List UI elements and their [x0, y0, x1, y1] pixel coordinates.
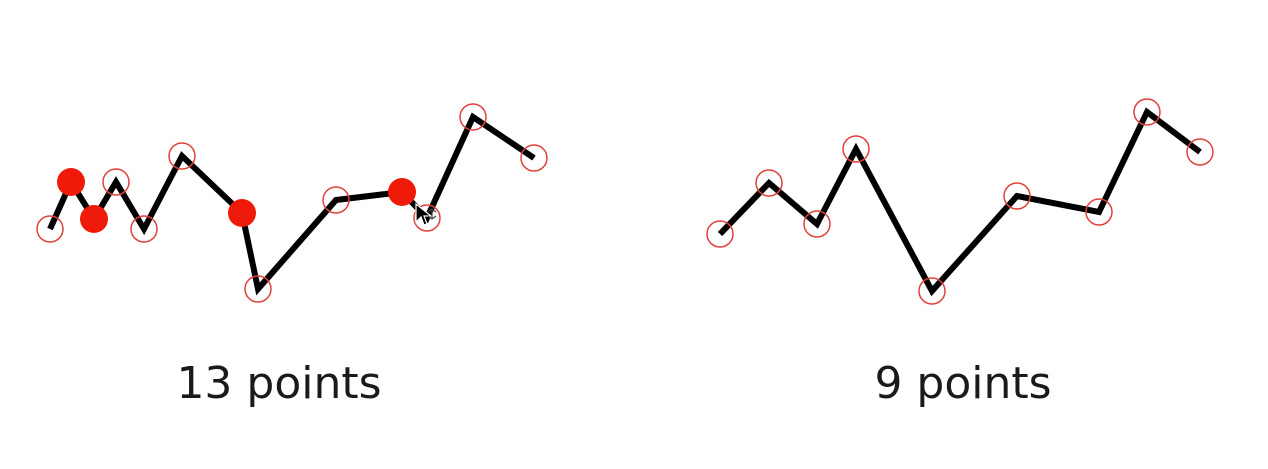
- removed-point: [57, 168, 85, 196]
- polyline-simplified: [717, 107, 1202, 297]
- kept-point: [168, 142, 196, 170]
- kept-point: [842, 135, 870, 163]
- kept-point: [130, 215, 158, 243]
- kept-point: [322, 186, 350, 214]
- move-cursor-icon: [415, 202, 437, 226]
- kept-point: [1133, 98, 1161, 126]
- kept-point: [413, 204, 441, 232]
- removed-point: [80, 205, 108, 233]
- caption-13-points: 13 points: [176, 358, 382, 409]
- kept-point: [459, 103, 487, 131]
- removed-point: [388, 178, 416, 206]
- polyline-full: [47, 112, 536, 296]
- panel-13-points: [36, 103, 548, 303]
- kept-point: [244, 275, 272, 303]
- kept-point: [1085, 198, 1113, 226]
- kept-point: [36, 215, 64, 243]
- kept-point: [1003, 182, 1031, 210]
- kept-point: [520, 144, 548, 172]
- kept-point: [755, 169, 783, 197]
- kept-point: [706, 220, 734, 248]
- kept-point: [918, 277, 946, 305]
- panel-9-points: [706, 98, 1214, 305]
- kept-point: [1186, 138, 1214, 166]
- kept-point: [803, 210, 831, 238]
- kept-point: [102, 168, 130, 196]
- removed-point: [228, 199, 256, 227]
- caption-9-points: 9 points: [874, 358, 1052, 409]
